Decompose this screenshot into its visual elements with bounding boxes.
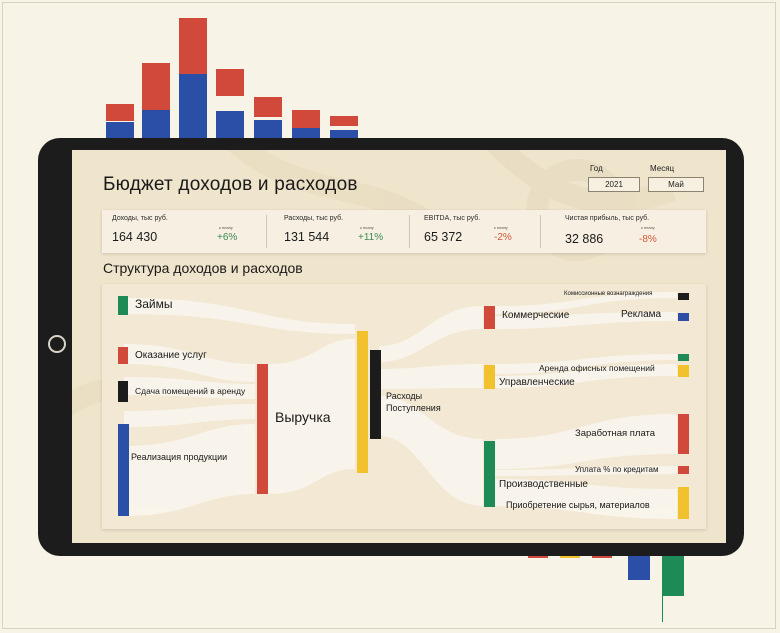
kpi-expense-sub: к плану: [360, 225, 374, 230]
label-expenses: Расходы: [386, 391, 423, 401]
node-production[interactable]: [484, 441, 495, 507]
kpi-divider: [266, 215, 267, 248]
kpi-income-sub: к плану: [219, 225, 233, 230]
label-office-rent: Аренда офисных помещений: [539, 363, 655, 373]
label-administrative: Управленческие: [499, 377, 575, 388]
kpi-income-label: Доходы, тыс руб.: [112, 215, 168, 222]
flow-band: [495, 414, 677, 469]
node-commission[interactable]: [678, 293, 689, 300]
flow-band: [124, 377, 255, 399]
label-interest: Уплата % по кредитам: [575, 465, 659, 474]
sankey-flows: [124, 292, 677, 519]
flow-band: [268, 339, 355, 494]
label-rent-income: Сдача помещений в аренду: [135, 386, 246, 396]
year-label: Год: [590, 164, 603, 173]
node-materials[interactable]: [678, 487, 689, 519]
node-office-rent[interactable]: [678, 354, 689, 361]
kpi-expense-value: 131 544: [284, 230, 330, 244]
kpi-ebitda-value: 65 372: [424, 230, 463, 244]
label-commission: Комиссионные вознаграждения: [564, 291, 653, 297]
flow-band: [124, 344, 255, 382]
kpi-profit-sub: к плану: [641, 225, 655, 230]
kpi-profit-value: 32 886: [565, 232, 604, 246]
tablet-frame: Бюджет доходов и расходов Год 2021 Месяц…: [38, 138, 744, 556]
kpi-income-value: 164 430: [112, 230, 158, 244]
section-title: Структура доходов и расходов: [103, 260, 303, 276]
sankey-diagram: Займы Оказание услуг Сдача помещений в а…: [102, 284, 706, 529]
kpi-expense-label: Расходы, тыс руб.: [284, 215, 344, 222]
kpi-income-pct: +6%: [217, 232, 238, 243]
flow-band: [124, 298, 355, 334]
kpi-ebitda-label: EBITDA, тыс руб.: [424, 215, 481, 222]
node-rent-income[interactable]: [118, 381, 128, 402]
flow-band: [124, 404, 255, 427]
node-administrative[interactable]: [484, 365, 495, 389]
year-select[interactable]: 2021: [588, 177, 640, 192]
month-select[interactable]: Май: [648, 177, 704, 192]
kpi-divider: [540, 215, 541, 248]
label-commercial: Коммерческие: [502, 310, 570, 321]
flow-band: [495, 354, 677, 374]
flow-band: [495, 364, 677, 388]
node-office-rent-2[interactable]: [678, 365, 689, 377]
label-production: Производственные: [499, 479, 588, 490]
flow-band: [379, 306, 483, 362]
node-product-sales[interactable]: [118, 424, 129, 516]
node-salary[interactable]: [678, 414, 689, 454]
flow-band: [495, 466, 677, 476]
kpi-profit-label: Чистая прибыль, тыс руб.: [565, 215, 650, 222]
label-materials: Приобретение сырья, материалов: [506, 500, 650, 510]
label-services: Оказание услуг: [135, 350, 207, 361]
node-services[interactable]: [118, 347, 128, 364]
node-commercial[interactable]: [484, 306, 495, 329]
node-advertising[interactable]: [678, 313, 689, 321]
kpi-profit-pct: -8%: [639, 234, 657, 245]
page-title: Бюджет доходов и расходов: [103, 174, 358, 195]
node-receipts[interactable]: [357, 331, 368, 473]
flow-band: [495, 312, 677, 329]
label-revenue: Выручка: [275, 409, 331, 425]
kpi-ebitda-pct: -2%: [494, 232, 512, 243]
kpi-panel: Доходы, тыс руб. 164 430 к плану +6% Рас…: [102, 210, 706, 253]
node-loans[interactable]: [118, 296, 128, 315]
label-loans: Займы: [135, 297, 173, 311]
flow-band: [379, 364, 483, 389]
dashboard-screen: Бюджет доходов и расходов Год 2021 Месяц…: [72, 150, 726, 543]
flow-band: [495, 292, 677, 314]
label-advertising: Реклама: [621, 309, 662, 320]
node-revenue[interactable]: [257, 364, 268, 494]
node-expenses[interactable]: [370, 350, 381, 439]
home-button[interactable]: [48, 335, 66, 353]
label-receipts: Поступления: [386, 403, 441, 413]
label-salary: Заработная плата: [575, 428, 656, 439]
kpi-expense-pct: +11%: [358, 232, 384, 243]
kpi-ebitda-sub: к плану: [494, 225, 508, 230]
label-product-sales: Реализация продукции: [131, 452, 228, 462]
month-label: Месяц: [650, 164, 675, 173]
kpi-divider: [409, 215, 410, 248]
node-interest[interactable]: [678, 466, 689, 474]
flow-band: [495, 479, 677, 519]
flow-band: [379, 396, 483, 506]
flow-band: [124, 424, 255, 516]
